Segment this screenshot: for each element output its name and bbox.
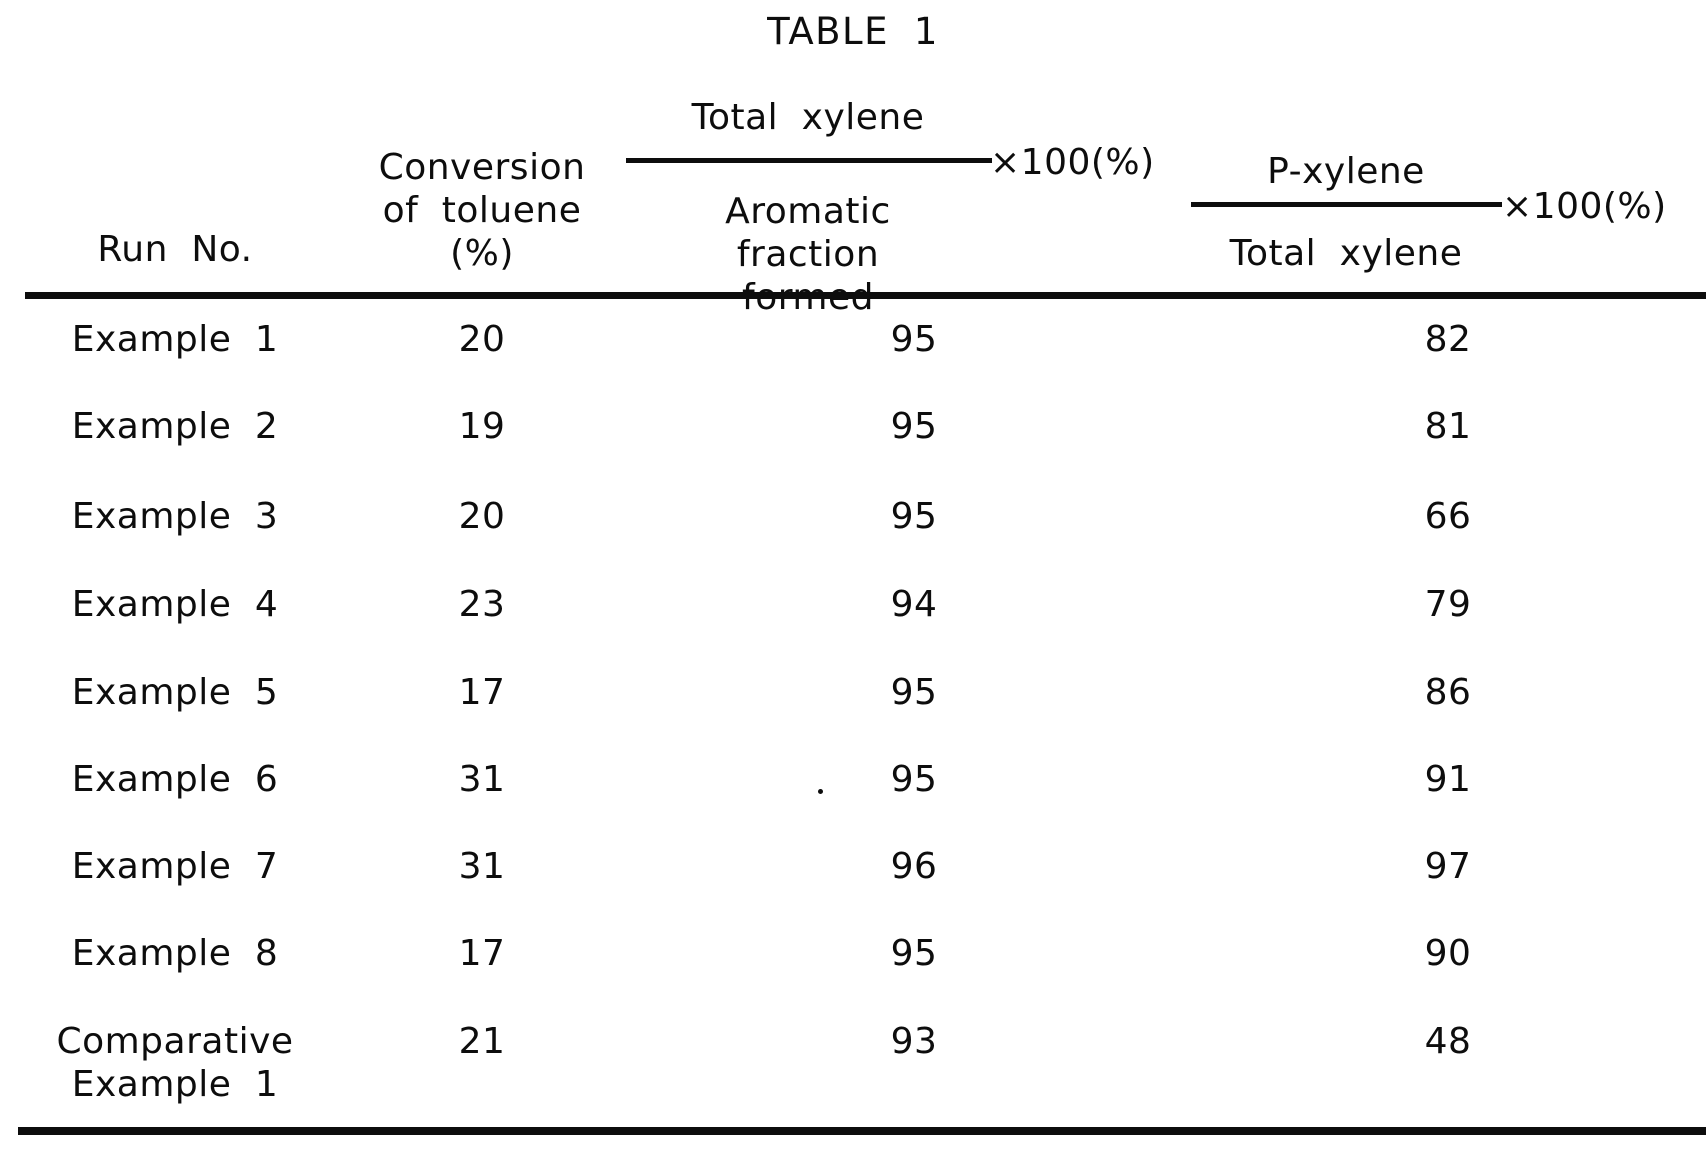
conversion-cell: 31	[458, 759, 506, 800]
xylene-ratio-cell: 95	[890, 496, 938, 537]
run-no-cell: Example 2	[71, 406, 279, 447]
conversion-cell: 21	[458, 1021, 506, 1062]
conversion-cell: 31	[458, 846, 506, 887]
pxylene-ratio-cell: 90	[1424, 933, 1472, 974]
run-no-cell: Example 1	[71, 319, 279, 360]
table-top-rule	[25, 292, 1706, 299]
fraction-numerator: Total xylene	[691, 97, 925, 138]
pxylene-ratio-cell: 66	[1424, 496, 1472, 537]
conversion-cell: 23	[458, 584, 506, 625]
conversion-cell: 19	[458, 406, 506, 447]
run-no-cell: Comparative Example 1	[56, 1021, 294, 1105]
run-no-cell: Example 7	[71, 846, 279, 887]
fraction-denominator: Total xylene	[1229, 233, 1463, 274]
conversion-cell: 17	[458, 933, 506, 974]
xylene-ratio-cell: 95	[890, 933, 938, 974]
multiplier-label: ×100(%)	[1502, 186, 1667, 227]
run-no-cell: Example 8	[71, 933, 279, 974]
multiplier-label: ×100(%)	[990, 142, 1155, 183]
conversion-header-line-2: of toluene	[382, 190, 582, 231]
scan-artifact-dot	[818, 789, 823, 794]
table-title: TABLE 1	[767, 10, 939, 53]
pxylene-ratio-cell: 79	[1424, 584, 1472, 625]
fraction-numerator: P-xylene	[1267, 151, 1425, 192]
xylene-ratio-cell: 94	[890, 584, 938, 625]
conversion-cell: 20	[458, 496, 506, 537]
column-header-run-no: Run No.	[97, 229, 253, 270]
denominator-line-1: Aromatic fraction	[725, 191, 891, 275]
fraction-line	[626, 158, 992, 163]
xylene-ratio-cell: 95	[890, 672, 938, 713]
table-bottom-rule	[18, 1127, 1706, 1135]
xylene-ratio-cell: 95	[890, 759, 938, 800]
pxylene-ratio-cell: 91	[1424, 759, 1472, 800]
pxylene-ratio-cell: 86	[1424, 672, 1472, 713]
pxylene-ratio-cell: 82	[1424, 319, 1472, 360]
pxylene-ratio-cell: 81	[1424, 406, 1472, 447]
xylene-ratio-cell: 95	[890, 406, 938, 447]
column-header-conversion: Conversion of toluene (%)	[332, 146, 632, 275]
pxylene-ratio-cell: 48	[1424, 1021, 1472, 1062]
xylene-ratio-cell: 96	[890, 846, 938, 887]
run-no-cell: Example 4	[71, 584, 279, 625]
xylene-ratio-cell: 93	[890, 1021, 938, 1062]
fraction-denominator: Aromatic fraction formed	[658, 190, 958, 319]
run-no-cell: Example 6	[71, 759, 279, 800]
conversion-cell: 20	[458, 319, 506, 360]
conversion-header-line-1: Conversion	[378, 147, 586, 188]
xylene-ratio-cell: 95	[890, 319, 938, 360]
fraction-line	[1191, 202, 1502, 207]
pxylene-ratio-cell: 97	[1424, 846, 1472, 887]
run-no-cell: Example 5	[71, 672, 279, 713]
conversion-cell: 17	[458, 672, 506, 713]
conversion-header-line-3: (%)	[450, 233, 514, 274]
run-no-cell: Example 3	[71, 496, 279, 537]
